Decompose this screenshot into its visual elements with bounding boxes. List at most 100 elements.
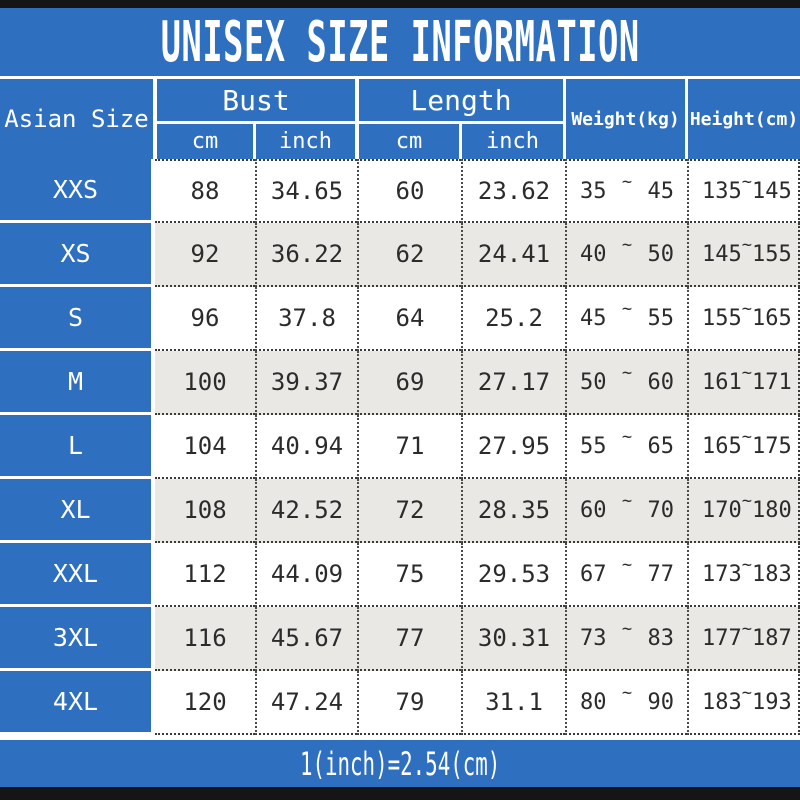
range-max: 193 xyxy=(752,689,792,715)
range-min: 60 xyxy=(580,497,607,523)
length-inch-value: 27.17 xyxy=(461,351,565,415)
column-subheader-bust-cm: cm xyxy=(157,124,253,159)
tilde-separator: ~ xyxy=(741,235,752,255)
table-row: 4XL 120 47.24 79 31.1 80 ~90 183 ~193 xyxy=(0,671,800,735)
column-header-asian-size: Asian Size xyxy=(0,79,153,159)
range-min: 50 xyxy=(580,369,607,395)
column-subheader-length-cm: cm xyxy=(359,124,459,159)
tilde-separator: ~ xyxy=(621,172,633,192)
range-min: 145 xyxy=(702,241,742,267)
length-cm-value: 62 xyxy=(357,223,461,287)
size-label: XXL xyxy=(0,543,155,607)
table-row: XL 108 42.52 72 28.35 60 ~70 170 ~180 xyxy=(0,479,800,543)
bust-inch-value: 39.37 xyxy=(255,351,357,415)
range-min: 170 xyxy=(702,497,742,523)
range-max: 183 xyxy=(752,561,792,587)
weight-range: 55 ~65 xyxy=(565,415,687,479)
tilde-separator: ~ xyxy=(621,427,633,447)
range-max: 83 xyxy=(647,625,675,651)
range-min: 40 xyxy=(580,241,607,267)
weight-range: 80 ~90 xyxy=(565,671,687,735)
range-min: 161 xyxy=(702,369,742,395)
length-cm-value: 75 xyxy=(357,543,461,607)
tilde-separator: ~ xyxy=(621,555,633,575)
range-max: 145 xyxy=(752,178,792,204)
tilde-separator: ~ xyxy=(741,683,752,703)
size-label: XS xyxy=(0,223,155,287)
weight-range: 40 ~50 xyxy=(565,223,687,287)
bust-inch-value: 45.67 xyxy=(255,607,357,671)
size-label: XL xyxy=(0,479,155,543)
range-min: 177 xyxy=(702,625,742,651)
range-min: 67 xyxy=(580,561,607,587)
height-range: 165 ~175 xyxy=(687,415,800,479)
weight-range: 67 ~77 xyxy=(565,543,687,607)
bust-cm-value: 88 xyxy=(155,159,255,223)
bust-inch-value: 37.8 xyxy=(255,287,357,351)
table-row: XXS 88 34.65 60 23.62 35 ~45 135 ~145 xyxy=(0,159,800,223)
bust-cm-value: 100 xyxy=(155,351,255,415)
tilde-separator: ~ xyxy=(621,363,633,383)
tilde-separator: ~ xyxy=(741,555,752,575)
footer-band: 1(inch)=2.54(cm) xyxy=(0,740,800,787)
tilde-separator: ~ xyxy=(621,235,633,255)
length-cm-value: 79 xyxy=(357,671,461,735)
length-cm-value: 60 xyxy=(357,159,461,223)
height-range: 145 ~155 xyxy=(687,223,800,287)
range-max: 90 xyxy=(647,689,675,715)
range-min: 173 xyxy=(702,561,742,587)
bust-cm-value: 112 xyxy=(155,543,255,607)
range-max: 55 xyxy=(647,305,675,331)
range-max: 175 xyxy=(752,433,792,459)
range-min: 80 xyxy=(580,689,607,715)
table-body: XXS 88 34.65 60 23.62 35 ~45 135 ~145 XS 92 36.22 62… xyxy=(0,159,800,735)
height-range: 161 ~171 xyxy=(687,351,800,415)
size-label: L xyxy=(0,415,155,479)
bust-inch-value: 44.09 xyxy=(255,543,357,607)
range-max: 171 xyxy=(752,369,792,395)
length-cm-value: 69 xyxy=(357,351,461,415)
bust-cm-value: 96 xyxy=(155,287,255,351)
bust-cm-value: 92 xyxy=(155,223,255,287)
bust-inch-value: 42.52 xyxy=(255,479,357,543)
bust-inch-value: 40.94 xyxy=(255,415,357,479)
bust-cm-value: 104 xyxy=(155,415,255,479)
size-label: 4XL xyxy=(0,671,155,735)
height-range: 135 ~145 xyxy=(687,159,800,223)
size-label: 3XL xyxy=(0,607,155,671)
tilde-separator: ~ xyxy=(741,427,752,447)
bust-cm-value: 108 xyxy=(155,479,255,543)
table-row: XXL 112 44.09 75 29.53 67 ~77 173 ~183 xyxy=(0,543,800,607)
range-min: 35 xyxy=(580,178,607,204)
length-inch-value: 30.31 xyxy=(461,607,565,671)
range-max: 70 xyxy=(647,497,675,523)
range-max: 77 xyxy=(647,561,675,587)
column-group-bust: Bust xyxy=(157,79,355,121)
range-max: 60 xyxy=(647,369,675,395)
size-label: S xyxy=(0,287,155,351)
length-cm-value: 64 xyxy=(357,287,461,351)
range-min: 73 xyxy=(580,625,607,651)
table-row: XS 92 36.22 62 24.41 40 ~50 145 ~155 xyxy=(0,223,800,287)
range-min: 155 xyxy=(702,305,742,331)
range-max: 180 xyxy=(752,497,792,523)
range-max: 50 xyxy=(647,241,675,267)
table-row: S 96 37.8 64 25.2 45 ~55 155 ~165 xyxy=(0,287,800,351)
range-max: 155 xyxy=(752,241,792,267)
range-max: 45 xyxy=(647,178,675,204)
length-inch-value: 28.35 xyxy=(461,479,565,543)
range-min: 183 xyxy=(702,689,742,715)
weight-range: 35 ~45 xyxy=(565,159,687,223)
tilde-separator: ~ xyxy=(621,683,633,703)
bust-cm-value: 116 xyxy=(155,607,255,671)
tilde-separator: ~ xyxy=(741,363,752,383)
table-header: Asian Size Bust Length cm inch cm inch W… xyxy=(0,79,800,159)
bottom-black-bar xyxy=(0,787,800,800)
column-header-weight: Weight(kg) xyxy=(566,79,685,159)
tilde-separator: ~ xyxy=(621,491,633,511)
range-max: 187 xyxy=(752,625,792,651)
range-min: 165 xyxy=(702,433,742,459)
height-range: 177 ~187 xyxy=(687,607,800,671)
length-inch-value: 23.62 xyxy=(461,159,565,223)
bust-inch-value: 47.24 xyxy=(255,671,357,735)
